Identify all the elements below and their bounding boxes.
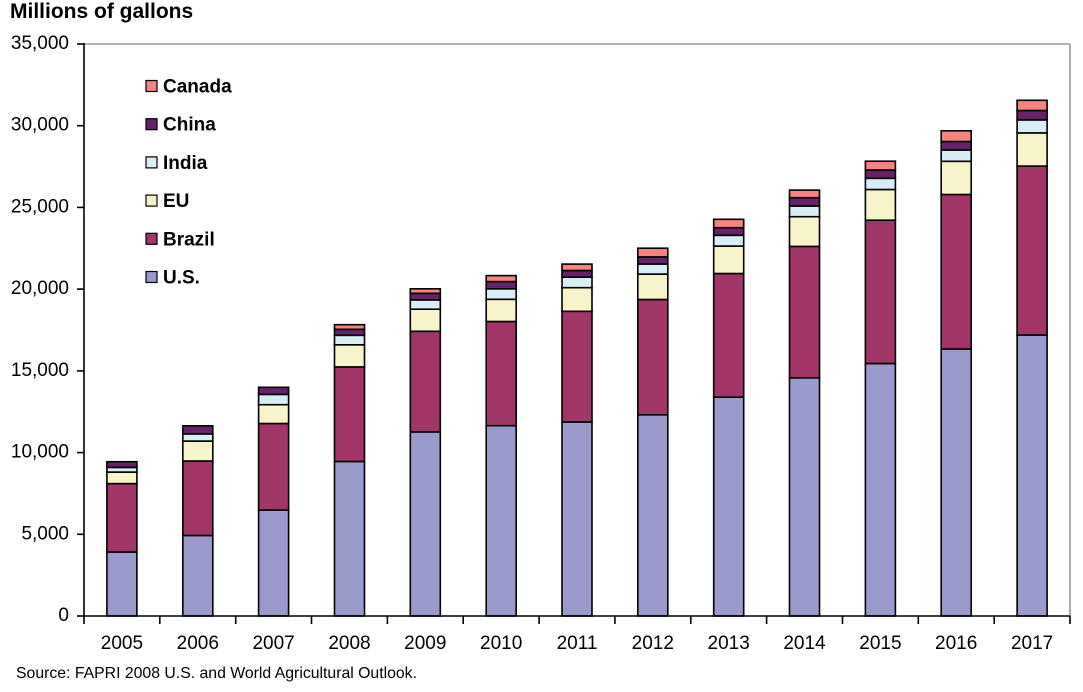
svg-text:15,000: 15,000 (11, 360, 69, 381)
svg-text:China: China (163, 115, 216, 136)
svg-text:2009: 2009 (404, 633, 446, 654)
svg-text:India: India (163, 153, 208, 174)
svg-text:2010: 2010 (480, 633, 522, 654)
svg-text:2007: 2007 (252, 633, 294, 654)
svg-text:Brazil: Brazil (163, 229, 215, 250)
svg-text:25,000: 25,000 (11, 196, 69, 217)
svg-text:0: 0 (58, 605, 69, 626)
svg-text:EU: EU (163, 191, 189, 212)
svg-text:Source: FAPRI 2008 U.S. and Wo: Source: FAPRI 2008 U.S. and World Agricu… (16, 665, 417, 682)
svg-text:2006: 2006 (177, 633, 219, 654)
svg-text:2015: 2015 (859, 633, 901, 654)
svg-text:U.S.: U.S. (163, 268, 200, 289)
svg-text:2005: 2005 (101, 633, 143, 654)
svg-text:2012: 2012 (632, 633, 674, 654)
svg-text:2013: 2013 (708, 633, 750, 654)
svg-text:2011: 2011 (557, 633, 598, 654)
svg-text:2014: 2014 (783, 633, 826, 654)
svg-text:2017: 2017 (1011, 633, 1053, 654)
svg-text:5,000: 5,000 (21, 523, 69, 544)
svg-text:10,000: 10,000 (11, 442, 69, 463)
svg-text:35,000: 35,000 (11, 33, 69, 54)
svg-text:2008: 2008 (328, 633, 370, 654)
svg-text:Millions of gallons: Millions of gallons (10, 0, 193, 23)
svg-text:2016: 2016 (935, 633, 977, 654)
svg-text:20,000: 20,000 (11, 278, 69, 299)
svg-text:30,000: 30,000 (11, 115, 69, 136)
svg-text:Canada: Canada (163, 77, 232, 98)
